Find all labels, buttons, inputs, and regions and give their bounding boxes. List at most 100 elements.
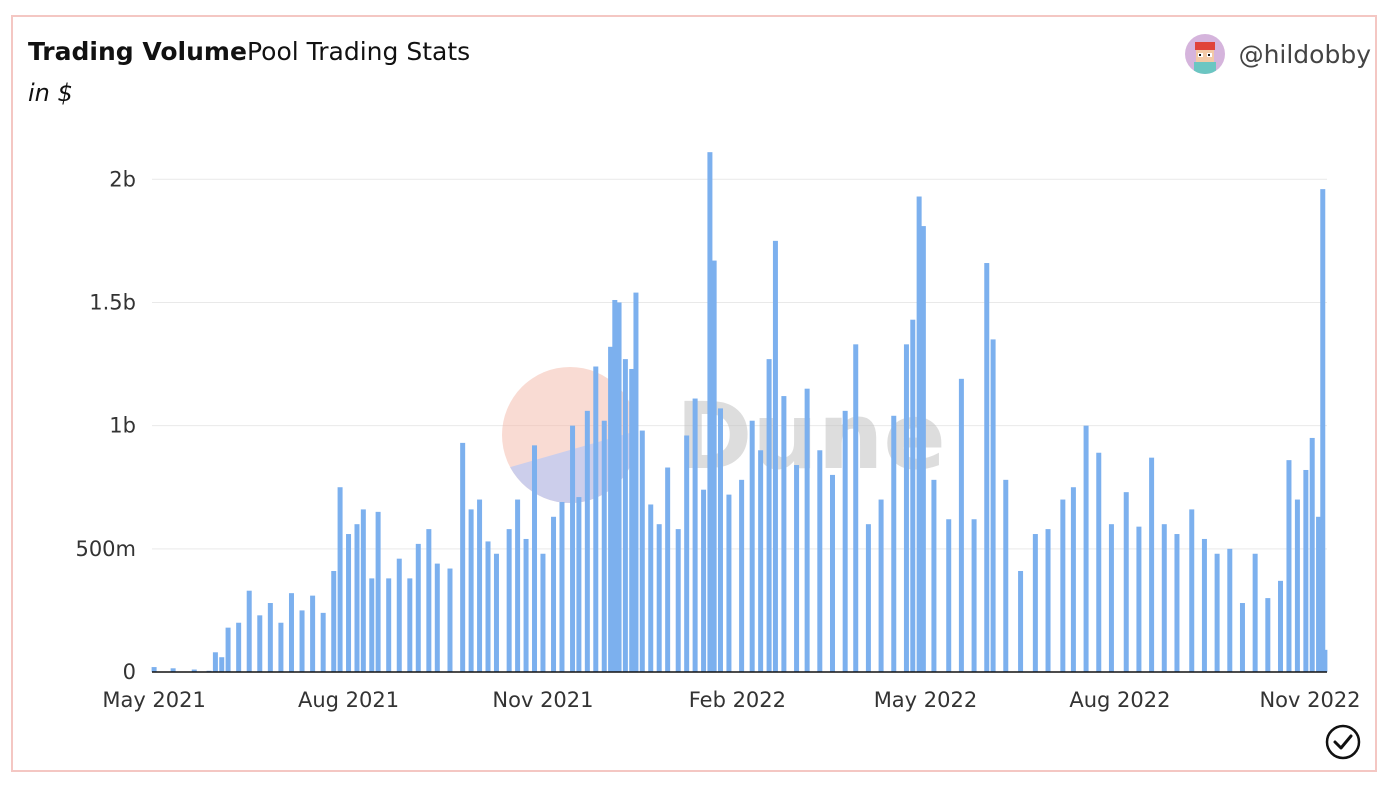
volume-bar[interactable]	[278, 622, 284, 672]
volume-bar[interactable]	[151, 667, 157, 672]
volume-bar[interactable]	[910, 319, 916, 672]
volume-bar[interactable]	[468, 509, 474, 672]
volume-bar[interactable]	[1045, 529, 1051, 672]
volume-bar[interactable]	[236, 622, 242, 672]
volume-bar[interactable]	[717, 408, 723, 672]
volume-bar[interactable]	[711, 260, 717, 672]
volume-bar[interactable]	[426, 529, 432, 672]
volume-bar[interactable]	[212, 652, 218, 672]
volume-bar[interactable]	[853, 344, 859, 672]
volume-bar[interactable]	[601, 420, 607, 672]
volume-bar[interactable]	[415, 543, 421, 672]
volume-bar[interactable]	[257, 615, 263, 672]
volume-bar[interactable]	[1316, 516, 1322, 672]
volume-bar[interactable]	[1018, 570, 1024, 672]
volume-bar[interactable]	[1108, 524, 1114, 672]
volume-bar[interactable]	[1201, 538, 1207, 672]
volume-bar[interactable]	[701, 489, 707, 672]
volume-bar[interactable]	[829, 474, 835, 672]
volume-bar[interactable]	[616, 302, 622, 672]
volume-bar[interactable]	[540, 553, 546, 672]
volume-bar[interactable]	[407, 578, 413, 672]
volume-bar[interactable]	[493, 553, 499, 672]
volume-bar[interactable]	[1303, 469, 1309, 672]
volume-bar[interactable]	[639, 430, 645, 672]
volume-bar[interactable]	[369, 578, 375, 672]
volume-bar[interactable]	[523, 538, 529, 672]
volume-bar[interactable]	[267, 603, 273, 672]
volume-bar[interactable]	[1265, 598, 1271, 672]
volume-bar[interactable]	[648, 504, 654, 672]
volume-bar[interactable]	[958, 378, 964, 672]
volume-bar[interactable]	[608, 346, 614, 672]
volume-bar[interactable]	[971, 519, 977, 672]
volume-bar[interactable]	[692, 398, 698, 672]
volume-bar[interactable]	[781, 396, 787, 672]
volume-bar[interactable]	[739, 479, 745, 672]
volume-bar[interactable]	[1239, 603, 1245, 672]
volume-bar[interactable]	[331, 570, 337, 672]
volume-bar[interactable]	[386, 578, 392, 672]
volume-bar[interactable]	[310, 595, 316, 672]
volume-bar[interactable]	[1003, 479, 1009, 672]
volume-bar[interactable]	[891, 415, 897, 672]
volume-bar[interactable]	[477, 499, 483, 672]
volume-bar[interactable]	[749, 420, 755, 672]
volume-bar[interactable]	[990, 339, 996, 672]
volume-bar[interactable]	[570, 425, 576, 672]
volume-bar[interactable]	[1294, 499, 1300, 672]
volume-bar[interactable]	[622, 359, 628, 672]
volume-bar[interactable]	[1174, 534, 1180, 672]
volume-bar[interactable]	[794, 465, 800, 672]
volume-bar[interactable]	[485, 541, 491, 672]
volume-bar[interactable]	[225, 627, 231, 672]
author-link[interactable]: @hildobby	[1184, 34, 1371, 74]
volume-bar[interactable]	[758, 450, 764, 672]
volume-bar[interactable]	[1060, 499, 1066, 672]
volume-bar[interactable]	[346, 534, 352, 672]
volume-bar[interactable]	[299, 610, 305, 672]
volume-bar[interactable]	[460, 442, 466, 672]
volume-bar[interactable]	[246, 590, 252, 672]
volume-bar[interactable]	[946, 519, 952, 672]
volume-bar[interactable]	[1286, 460, 1292, 672]
volume-bar[interactable]	[219, 657, 225, 672]
volume-bar[interactable]	[434, 563, 440, 672]
volume-bar[interactable]	[506, 529, 512, 672]
volume-bar[interactable]	[1309, 437, 1315, 672]
volume-bar[interactable]	[1161, 524, 1167, 672]
volume-bar[interactable]	[584, 410, 590, 672]
volume-bar[interactable]	[1322, 649, 1328, 672]
volume-bar[interactable]	[804, 388, 810, 672]
volume-bar[interactable]	[1096, 452, 1102, 672]
volume-bar[interactable]	[1189, 509, 1195, 672]
volume-bar[interactable]	[916, 196, 922, 672]
volume-bar[interactable]	[170, 668, 176, 672]
volume-bar[interactable]	[1070, 487, 1076, 672]
volume-bar[interactable]	[337, 487, 343, 672]
volume-bar[interactable]	[532, 445, 538, 672]
volume-bar[interactable]	[576, 497, 582, 672]
volume-bar[interactable]	[396, 558, 402, 672]
volume-bar[interactable]	[878, 499, 884, 672]
volume-bar[interactable]	[360, 509, 366, 672]
volume-bar[interactable]	[447, 568, 453, 672]
volume-bar[interactable]	[766, 359, 772, 672]
volume-bar[interactable]	[1083, 425, 1089, 672]
volume-bar[interactable]	[772, 240, 778, 673]
volume-bar[interactable]	[684, 435, 690, 672]
volume-bar[interactable]	[903, 344, 909, 672]
volume-bar[interactable]	[707, 152, 713, 673]
volume-bar[interactable]	[633, 292, 639, 672]
volume-bar[interactable]	[612, 299, 618, 672]
volume-bar[interactable]	[1123, 492, 1129, 672]
volume-bar[interactable]	[515, 499, 521, 672]
volume-bar[interactable]	[1320, 189, 1326, 672]
volume-bar[interactable]	[629, 368, 635, 672]
volume-bar[interactable]	[665, 467, 671, 672]
author-name[interactable]: @hildobby	[1238, 39, 1371, 69]
volume-bar[interactable]	[1032, 534, 1038, 672]
volume-bar[interactable]	[191, 669, 197, 672]
volume-bar[interactable]	[984, 263, 990, 672]
volume-bar[interactable]	[288, 593, 294, 672]
